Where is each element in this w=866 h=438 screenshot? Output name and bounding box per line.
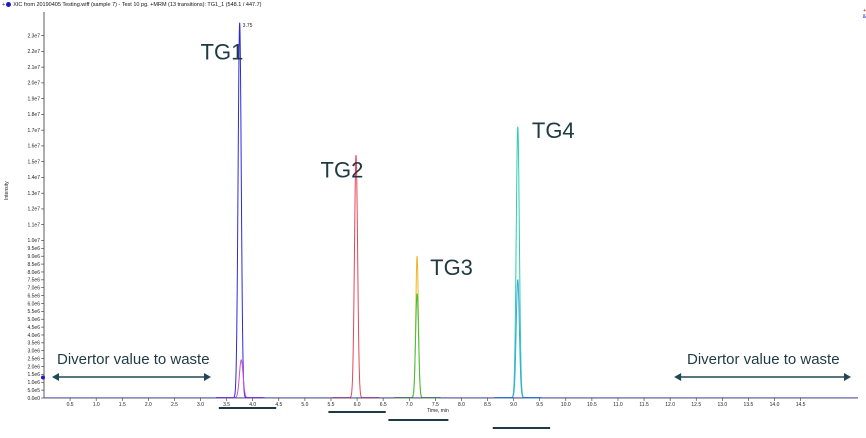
x-tick-label: 5.0 [301,402,308,408]
chart-title: XIC from 20190405 Testing.wiff (sample 7… [13,2,262,8]
y-tick-label: 8.5e6 [27,262,40,268]
axes [43,12,858,399]
x-tick-label: 2.5 [171,402,178,408]
x-tick-label: 13.5 [744,402,754,408]
y-tick-label: 9.5e6 [27,246,40,252]
x-tick-label: 9.0 [510,402,517,408]
x-tick-label: 8.0 [458,402,465,408]
x-tick-label: 12.5 [691,402,701,408]
divertor-label-right: Divertor value to waste [687,351,840,368]
peak-apex-label: 3.75 [243,23,253,29]
annotations: TG1 TG2 TG3 TG4 [201,39,575,280]
divertor-arrow-head [844,373,851,381]
y-tick-label: 1.8e7 [27,112,40,118]
y-tick-label: 7.5e6 [27,278,40,284]
y-tick-label: 1.1e7 [27,222,40,228]
y-tick-label: 2.0e7 [27,81,40,87]
x-tick-label: 7.5 [432,402,439,408]
x-axis-label: Time, min [427,408,449,414]
x-tick-label: 3.5 [223,402,230,408]
y-tick-label: 6.0e6 [27,301,40,307]
x-tick-label: 3.0 [197,402,204,408]
axis-marker-dot [41,375,45,380]
x-tick-label: 12.0 [665,402,675,408]
x-tick-label: 0.5 [67,402,74,408]
traces: 3.75 [41,22,858,399]
divertor-arrow-head [52,373,59,381]
y-tick-label: 3.0e6 [27,349,40,355]
y-tick-label: 0.0e0 [27,396,40,402]
x-tick-label: 7.0 [406,402,413,408]
series-trace [494,126,542,399]
y-tick-label: 2.0e6 [27,364,40,370]
y-tick-label: 1.7e7 [27,128,40,134]
x-tick-label: 5.5 [328,402,335,408]
series-trace [332,155,380,399]
y-tick-label: 1.9e7 [27,96,40,102]
x-tick-label: 13.0 [717,402,727,408]
y-tick-label: 2.2e7 [27,49,40,55]
peak-annotation: TG4 [532,118,575,143]
y-tick-label: 1.3e7 [27,191,40,197]
chart-header: + XIC from 20190405 Testing.wiff (sample … [2,2,262,8]
x-tick-label: 10.5 [587,402,597,408]
y-axis-label: Intensity [4,181,10,200]
y-tick-label: 3.5e6 [27,341,40,347]
y-tick-label: 1.0e6 [27,380,40,386]
x-tick-label: 6.5 [380,402,387,408]
x-tick-label: 10.0 [561,402,571,408]
y-tick-label: 1.6e7 [27,144,40,150]
expand-icon[interactable]: + [2,2,6,8]
x-tick-label: 14.0 [770,402,780,408]
x-tick-label: 4.5 [275,402,282,408]
x-tick-label: 1.5 [119,402,126,408]
time-windows [218,407,551,429]
series-trace [494,279,542,399]
x-tick-label: 4.0 [249,402,256,408]
legend-marks: + & [863,8,866,20]
x-tick-label: 6.0 [354,402,361,408]
peak-annotation: TG1 [201,39,244,64]
y-tick-label: 4.0e6 [27,333,40,339]
x-tick-label: 11.5 [639,402,649,408]
y-tick-label: 2.3e7 [27,33,40,39]
y-tick-label: 1.5e6 [27,372,40,378]
series-trace [216,22,264,399]
x-ticks: 0.5 1.0 1.5 2.0 2.5 3.0 3.5 4.0 4.5 5.0 5.5 6.0 6.5 7… [67,398,806,414]
legend-mark-amp: & [862,14,866,20]
y-tick-label: 5.0e5 [27,388,40,394]
series-trace [393,293,441,399]
y-tick-label: 1.0e7 [27,238,40,244]
x-tick-label: 14.5 [796,402,806,408]
x-tick-label: 8.5 [484,402,491,408]
y-tick-label: 5.0e6 [27,317,40,323]
y-tick-label: 2.1e7 [27,65,40,71]
y-tick-label: 1.2e7 [27,207,40,213]
y-tick-label: 4.5e6 [27,325,40,331]
peak-annotation: TG2 [321,157,364,182]
series-trace [217,359,265,399]
y-tick-label: 1.5e7 [27,159,40,165]
y-tick-label: 9.0e6 [27,254,40,260]
y-tick-label: 6.5e6 [27,293,40,299]
y-tick-label: 2.5e6 [27,356,40,362]
y-tick-label: 7.0e6 [27,286,40,292]
x-tick-label: 11.0 [613,402,623,408]
y-tick-label: 1.4e7 [27,175,40,181]
x-tick-label: 1.0 [93,402,100,408]
peak-annotation: TG3 [430,255,473,280]
divertor-arrow-head [203,373,211,381]
x-tick-label: 9.5 [536,402,543,408]
legend-mark-plus: + [863,8,866,14]
series-marker-icon [6,2,12,8]
divertor-arrow-head [674,373,682,381]
divertor-label-left: Divertor value to waste [57,351,210,368]
x-tick-label: 2.0 [145,402,152,408]
y-tick-label: 8.0e6 [27,270,40,276]
divertor-markers: Divertor value to waste Divertor value to… [52,351,851,381]
y-tick-label: 5.5e6 [27,309,40,315]
